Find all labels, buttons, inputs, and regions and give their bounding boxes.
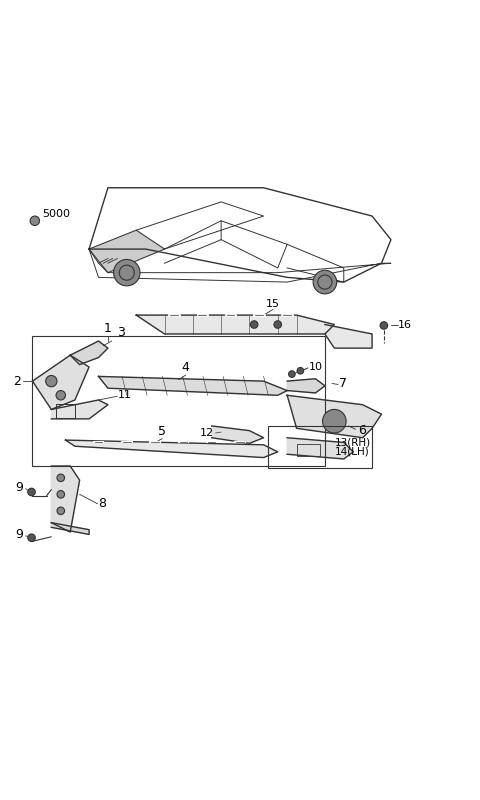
Text: 13(RH): 13(RH) (335, 438, 371, 447)
Circle shape (251, 321, 258, 328)
Text: 16: 16 (398, 319, 412, 330)
Circle shape (318, 275, 332, 289)
Text: 14(LH): 14(LH) (335, 447, 369, 457)
Text: 12: 12 (200, 428, 214, 438)
Bar (56, 404, 75, 418)
Polygon shape (89, 230, 165, 273)
Circle shape (114, 259, 140, 286)
Polygon shape (287, 378, 325, 393)
Bar (33, 336, 325, 466)
Bar (268, 426, 372, 468)
Circle shape (313, 270, 336, 294)
Text: 5000: 5000 (42, 209, 70, 218)
Polygon shape (70, 341, 108, 365)
Circle shape (56, 390, 65, 400)
Circle shape (57, 507, 64, 514)
Text: 7: 7 (339, 377, 347, 390)
Polygon shape (51, 400, 108, 419)
Circle shape (57, 490, 64, 498)
Circle shape (57, 474, 64, 482)
Text: 4: 4 (182, 361, 190, 374)
Circle shape (28, 534, 36, 542)
Polygon shape (325, 325, 372, 348)
Text: 8: 8 (98, 498, 107, 510)
Circle shape (30, 216, 39, 226)
Circle shape (323, 410, 346, 433)
Polygon shape (51, 522, 89, 534)
Circle shape (119, 265, 134, 280)
Polygon shape (136, 315, 335, 334)
Text: 9: 9 (15, 481, 23, 494)
Text: 1: 1 (104, 322, 112, 335)
Polygon shape (33, 355, 89, 410)
Bar (297, 444, 320, 456)
Polygon shape (65, 440, 278, 458)
Text: 2: 2 (13, 374, 21, 388)
Polygon shape (212, 426, 264, 443)
Circle shape (28, 488, 36, 496)
Text: 9: 9 (15, 528, 23, 541)
Circle shape (46, 375, 57, 386)
Text: 10: 10 (308, 362, 323, 372)
Text: 3: 3 (118, 326, 125, 338)
Text: 5: 5 (158, 425, 166, 438)
Polygon shape (287, 395, 382, 438)
Text: 6: 6 (358, 424, 366, 437)
Polygon shape (51, 466, 80, 532)
Text: 11: 11 (118, 390, 132, 400)
Circle shape (380, 322, 388, 330)
Circle shape (274, 321, 281, 328)
Polygon shape (98, 377, 287, 395)
Circle shape (297, 367, 304, 374)
Circle shape (288, 370, 295, 378)
Polygon shape (287, 438, 353, 459)
Text: 15: 15 (266, 299, 280, 309)
